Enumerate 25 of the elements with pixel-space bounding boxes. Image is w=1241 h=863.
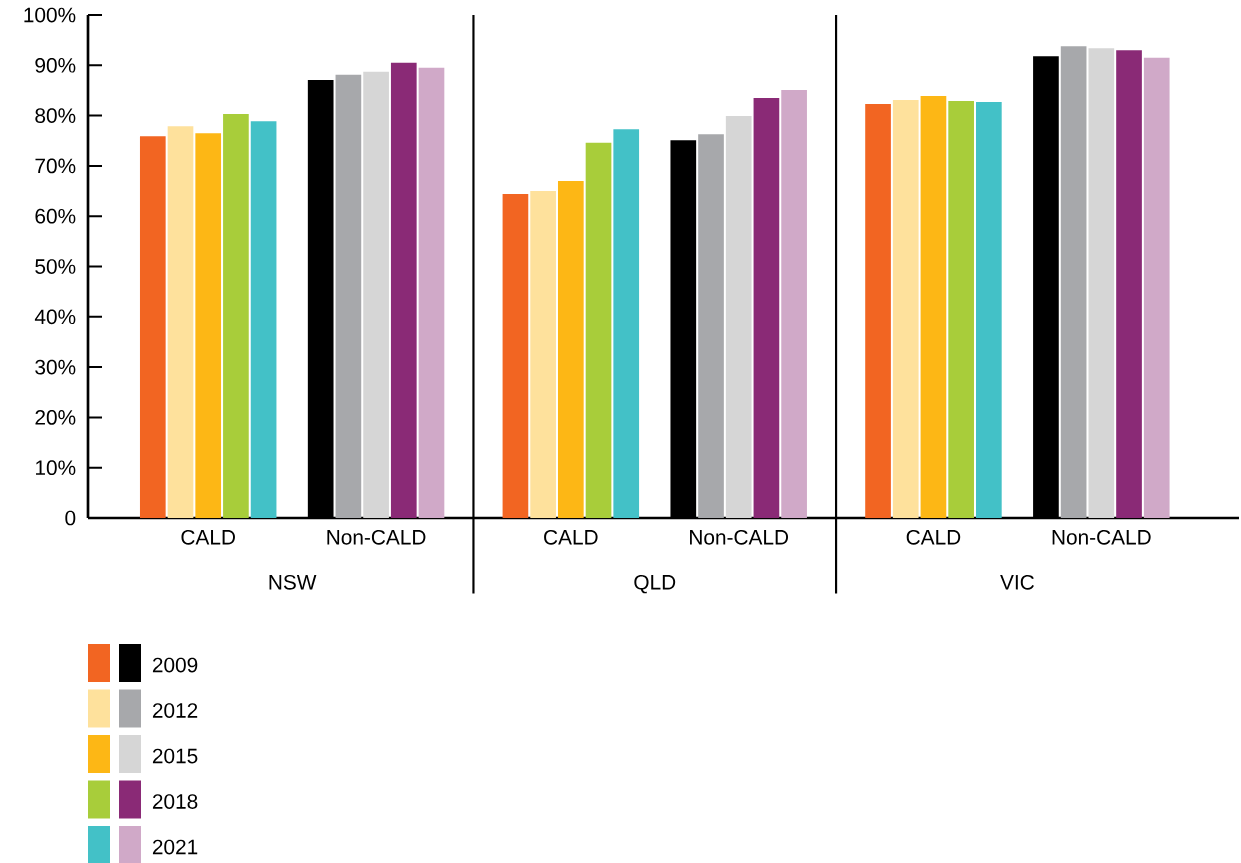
- text: NSW: [269, 574, 317, 590]
- x-tick-label: Non-CALD: [690, 529, 789, 545]
- text: VIC: [1000, 574, 1034, 590]
- y-tick-label: 20%: [35, 410, 76, 425]
- x-tick-label: Non-CALD: [327, 529, 426, 545]
- x-tick-label: CALD: [181, 529, 235, 545]
- text: QLD: [634, 574, 676, 594]
- x-tick-label: CALD: [544, 529, 598, 545]
- y-tick-label: 60%: [35, 208, 76, 224]
- y-tick-label: 30%: [35, 359, 76, 375]
- x-tick-label: CALD: [906, 529, 961, 545]
- y-tick-label: 10%: [36, 460, 76, 476]
- y-tick-label: 70%: [35, 158, 76, 174]
- x-tick-label: Non-CALD: [1052, 529, 1151, 545]
- legend-label: 2012: [152, 703, 198, 718]
- y-tick-label: 100%: [24, 7, 76, 23]
- y-tick-label: 90%: [35, 57, 76, 73]
- y-tick-label: 0: [65, 510, 76, 526]
- legend-label: 2018: [152, 794, 198, 809]
- legend-label: 2009: [152, 657, 198, 673]
- y-tick-label: 50%: [35, 259, 76, 274]
- y-tick-label: 80%: [35, 108, 76, 123]
- legend-label: 2015: [152, 748, 198, 764]
- legend-label: 2021: [152, 839, 198, 855]
- y-tick-label: 40%: [34, 309, 76, 325]
